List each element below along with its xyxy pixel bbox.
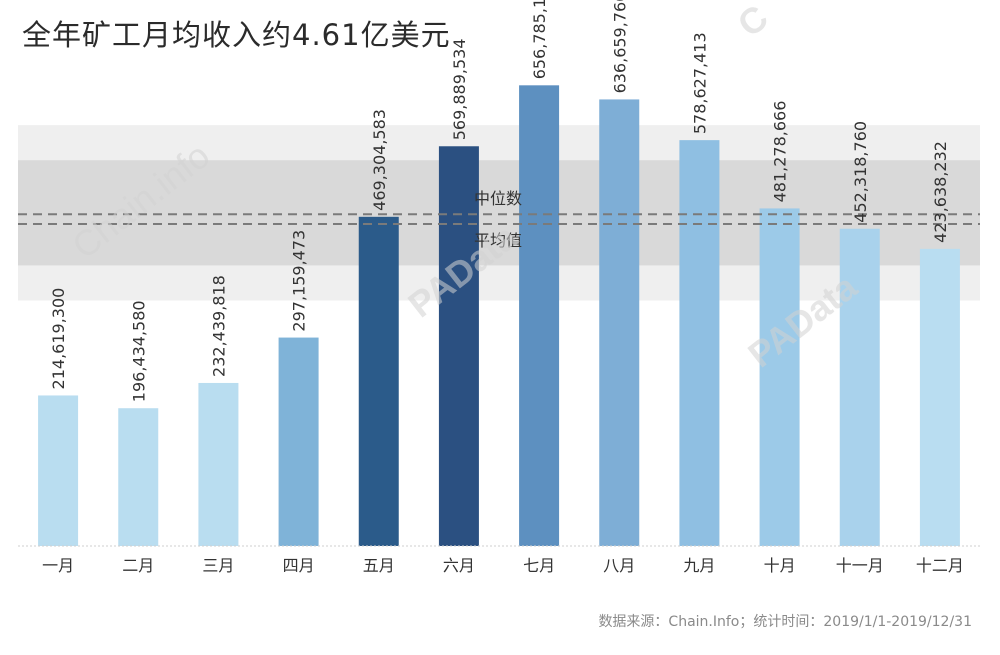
category-label-6: 六月 bbox=[443, 556, 475, 575]
category-label-7: 七月 bbox=[523, 556, 555, 575]
bar-11 bbox=[839, 228, 880, 546]
value-label-1: 214,619,300 bbox=[49, 288, 68, 390]
category-label-2: 二月 bbox=[122, 556, 154, 575]
value-label-6: 569,889,534 bbox=[450, 38, 469, 140]
value-label-11: 452,318,760 bbox=[851, 121, 870, 223]
bar-5 bbox=[358, 216, 399, 547]
bars bbox=[38, 85, 960, 547]
value-label-12: 423,638,232 bbox=[931, 141, 950, 243]
bar-9 bbox=[679, 140, 720, 546]
category-label-10: 十月 bbox=[764, 556, 796, 575]
category-label-1: 一月 bbox=[42, 556, 74, 575]
bar-2 bbox=[118, 408, 159, 546]
bar-1 bbox=[38, 395, 79, 546]
bar-3 bbox=[198, 382, 239, 546]
category-label-3: 三月 bbox=[202, 556, 234, 575]
bar-8 bbox=[599, 99, 640, 546]
category-label-8: 八月 bbox=[603, 556, 635, 575]
bar-6 bbox=[438, 146, 479, 547]
category-label-11: 十一月 bbox=[836, 556, 884, 575]
bar-4 bbox=[278, 337, 319, 546]
source-note: 数据来源：Chain.Info；统计时间：2019/1/1-2019/12/31 bbox=[598, 614, 972, 630]
value-label-2: 196,434,580 bbox=[129, 300, 148, 402]
ref-label-1: 中位数 bbox=[474, 189, 522, 208]
value-label-9: 578,627,413 bbox=[690, 32, 709, 134]
x-axis: 一月 二月 三月 四月 五月 六月 七月 八月 九月 十月 十一月 十二月 bbox=[18, 545, 980, 575]
band-1 bbox=[18, 160, 980, 266]
value-label-3: 232,439,818 bbox=[209, 275, 228, 377]
category-label-5: 五月 bbox=[363, 556, 395, 575]
value-label-8: 636,659,766 bbox=[610, 0, 629, 93]
category-label-12: 十二月 bbox=[916, 556, 964, 575]
value-label-7: 656,785,147 bbox=[530, 0, 549, 79]
distribution-bands bbox=[18, 125, 980, 301]
bar-10 bbox=[759, 208, 800, 546]
category-label-4: 四月 bbox=[283, 556, 315, 575]
value-labels: 214,619,300 196,434,580 232,439,818 297,159… bbox=[49, 0, 950, 402]
bar-12 bbox=[919, 248, 960, 547]
ref-label-2: 平均值 bbox=[474, 231, 522, 250]
category-label-9: 九月 bbox=[683, 556, 715, 575]
value-label-10: 481,278,666 bbox=[771, 101, 790, 203]
chart-title: 全年矿工月均收入约4.61亿美元 bbox=[22, 18, 451, 52]
value-label-5: 469,304,583 bbox=[370, 109, 389, 211]
bar-7 bbox=[519, 85, 560, 546]
value-label-4: 297,159,473 bbox=[290, 230, 309, 332]
